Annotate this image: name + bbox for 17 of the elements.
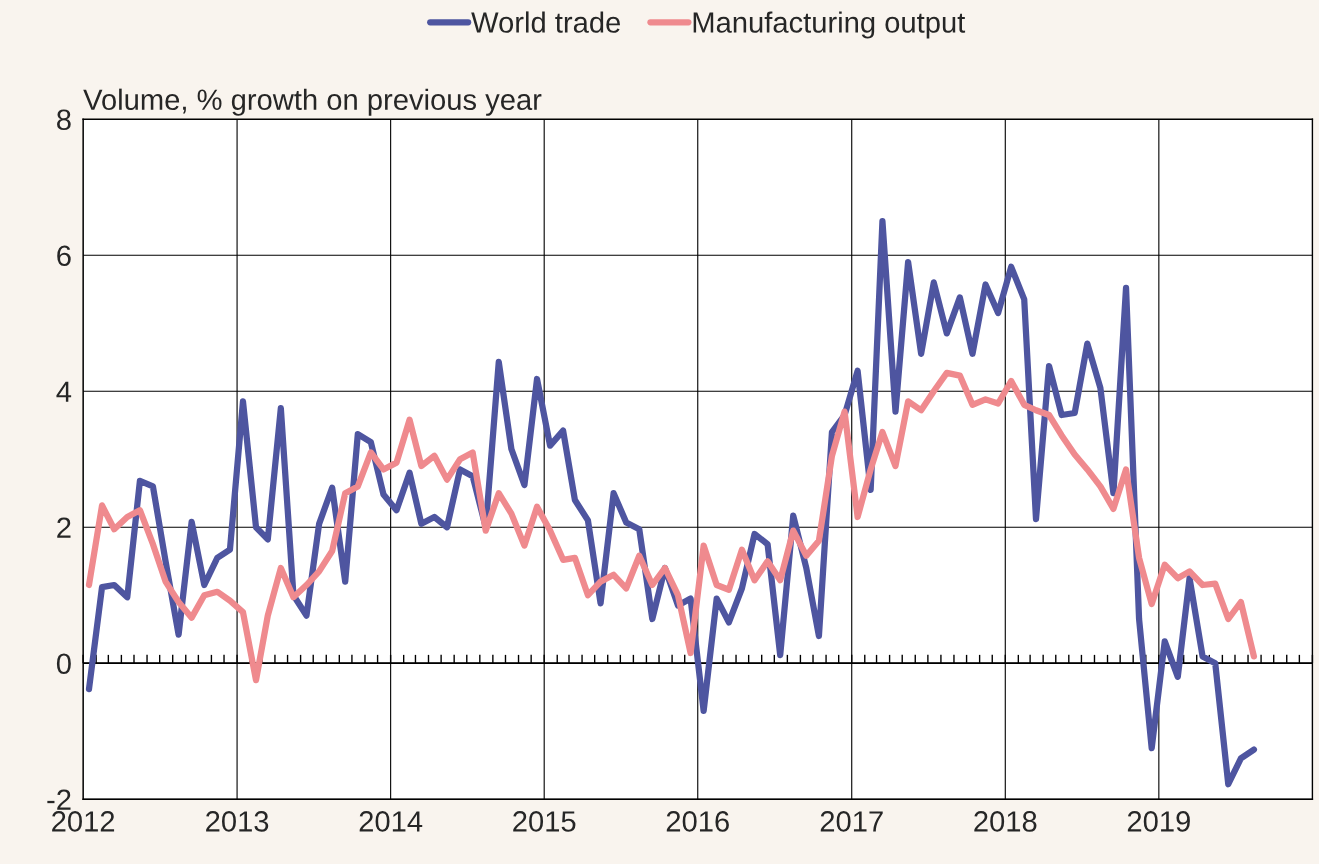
y-tick-label: -2 [47,789,71,810]
x-tick-label: 2014 [359,811,423,832]
x-tick-label: 2018 [974,811,1037,832]
y-tick-label: 2 [57,517,71,538]
y-tick-label: 0 [56,653,71,675]
x-tick-label: 2012 [52,811,115,832]
y-tick-label: 6 [57,245,71,267]
y-axis-title: Volume, % growth on previous year [83,88,542,116]
legend-label: Manufacturing output [693,11,966,39]
legend-label: World trade [471,11,620,33]
x-tick-label: 2016 [666,811,729,832]
y-tick-label: 8 [57,109,71,131]
x-tick-label: 2015 [513,811,576,832]
x-tick-label: 2013 [206,811,269,832]
y-tick-label: 4 [56,381,72,402]
x-tick-label: 2017 [820,811,883,832]
x-tick-label: 2019 [1127,811,1190,832]
